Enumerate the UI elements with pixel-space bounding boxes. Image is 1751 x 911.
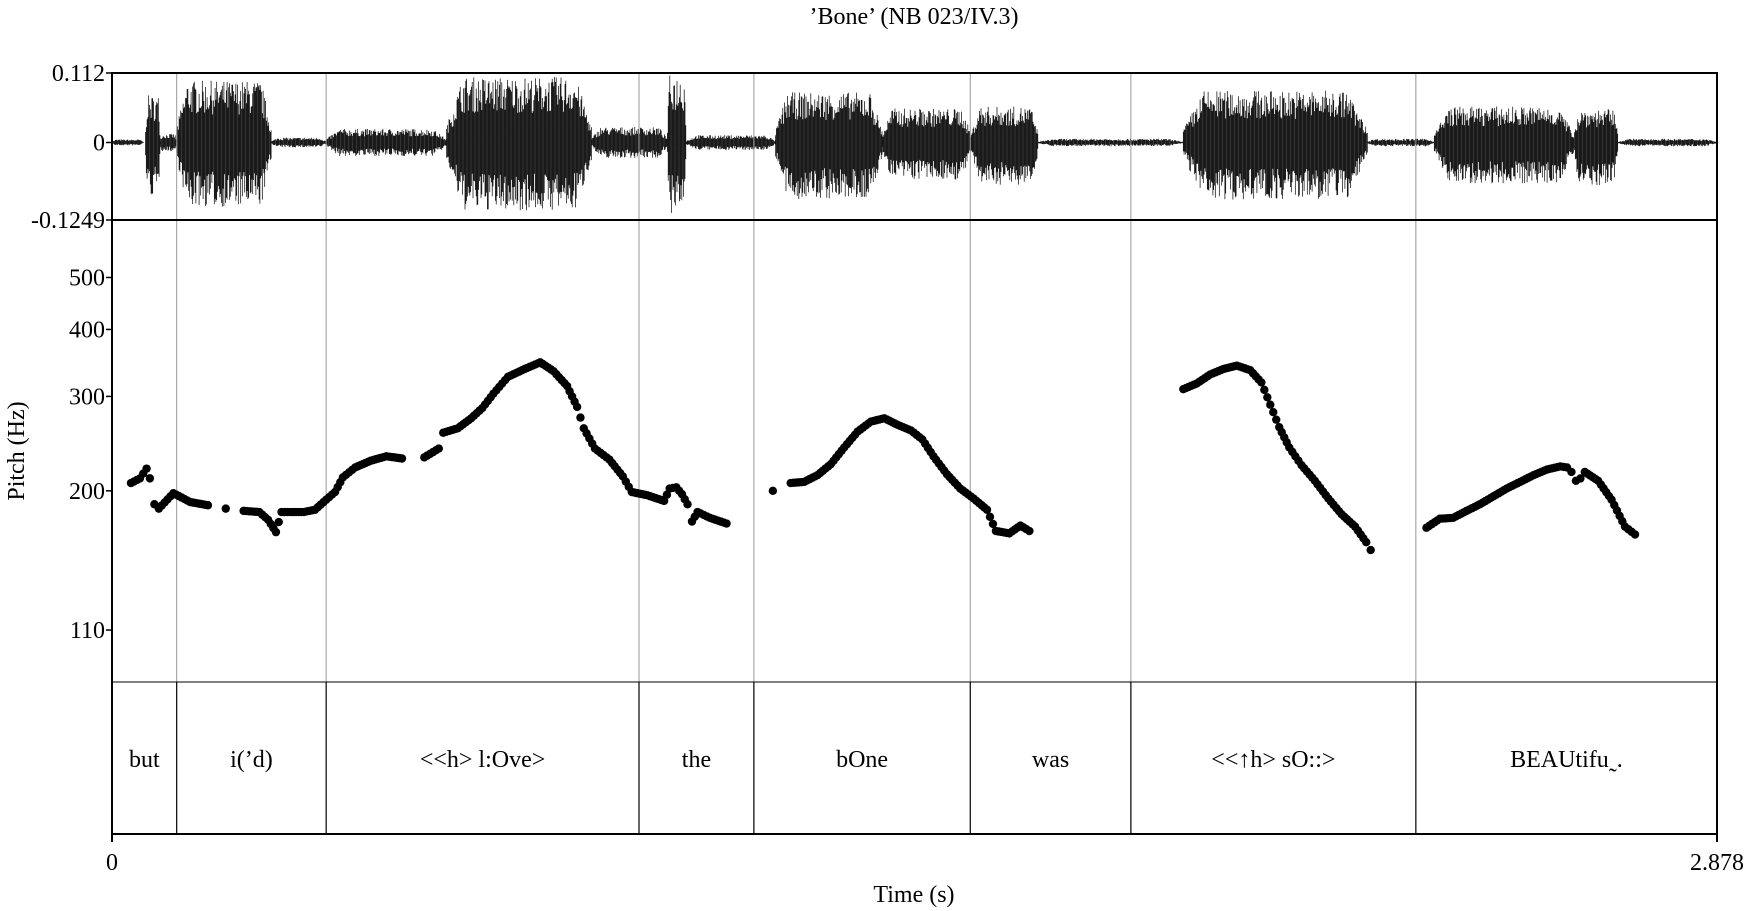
pitch-tick-label: 110: [70, 618, 105, 644]
pitch-point: [1366, 545, 1375, 555]
pitch-point: [985, 512, 995, 522]
pitch-point: [1362, 538, 1371, 547]
pitch-point: [434, 444, 443, 453]
waveform-tick-label: -0.1249: [31, 208, 105, 234]
pitch-point: [683, 500, 692, 509]
x-tick-label-end: 2.878: [1690, 850, 1744, 876]
pitch-point: [1269, 408, 1278, 417]
pitch-point: [768, 486, 778, 496]
pitch-point: [1260, 385, 1269, 395]
y-axis-ticks: 0.112 0 -0.1249 500 400 300 200 110: [31, 61, 112, 644]
pitch-point: [576, 413, 585, 422]
pitch-point: [221, 504, 230, 513]
pitch-panel: [126, 358, 1640, 555]
pitch-tick-label: 400: [69, 317, 105, 343]
plot-frame: [111, 72, 1718, 835]
panel-frames: [111, 72, 1718, 842]
x-tick-label-start: 0: [106, 850, 118, 876]
pitch-point: [1272, 415, 1281, 424]
y-axis-label: Pitch (Hz): [4, 401, 30, 500]
pitch-point: [1266, 400, 1275, 409]
pitch-point: [145, 474, 155, 483]
pitch-point: [203, 501, 213, 510]
pitch-point: [572, 402, 582, 412]
pitch-point: [1630, 530, 1640, 539]
waveform-tick-label: 0.112: [52, 61, 105, 87]
pitch-point: [982, 505, 992, 514]
chart-title: ’Bone’ (NB 023/IV.3): [809, 4, 1018, 30]
pitch-point: [1567, 467, 1576, 477]
tier-interval-label: <<h> l:Ove>: [420, 747, 545, 773]
pitch-tick-label: 500: [69, 265, 105, 291]
tier-interval-label: bOne: [836, 747, 888, 773]
tier-interval-label: <<↑h> sO::>: [1211, 747, 1335, 773]
waveform-panel: [111, 75, 1718, 213]
pitch-point: [271, 527, 281, 537]
tier-interval-label: i(’d): [230, 747, 273, 773]
pitch-tick-label: 200: [69, 479, 105, 505]
waveform-tick-label: 0: [93, 130, 105, 156]
pitch-point: [1263, 393, 1272, 402]
pitch-point: [988, 519, 998, 529]
pitch-point: [1025, 526, 1034, 536]
pitch-point: [397, 454, 407, 463]
x-axis-label: Time (s): [873, 882, 954, 908]
tier-interval-label: the: [682, 747, 711, 773]
pitch-point: [722, 519, 731, 528]
pitch-point: [142, 464, 151, 473]
tier-interval-label: BEAUtifu˷.: [1510, 747, 1623, 773]
pitch-tick-label: 300: [69, 384, 105, 410]
pitch-point: [1576, 474, 1585, 483]
pitch-point: [1257, 378, 1266, 387]
pitch-point: [274, 517, 283, 527]
interval-boundaries: [176, 73, 1417, 834]
waveform-trace: [111, 75, 1718, 213]
tier-interval-label: was: [1032, 747, 1069, 773]
text-tier: but i(’d) <<h> l:Ove> the bOne was <<↑h> sO::>…: [129, 747, 1623, 773]
tier-interval-label: but: [129, 747, 160, 773]
